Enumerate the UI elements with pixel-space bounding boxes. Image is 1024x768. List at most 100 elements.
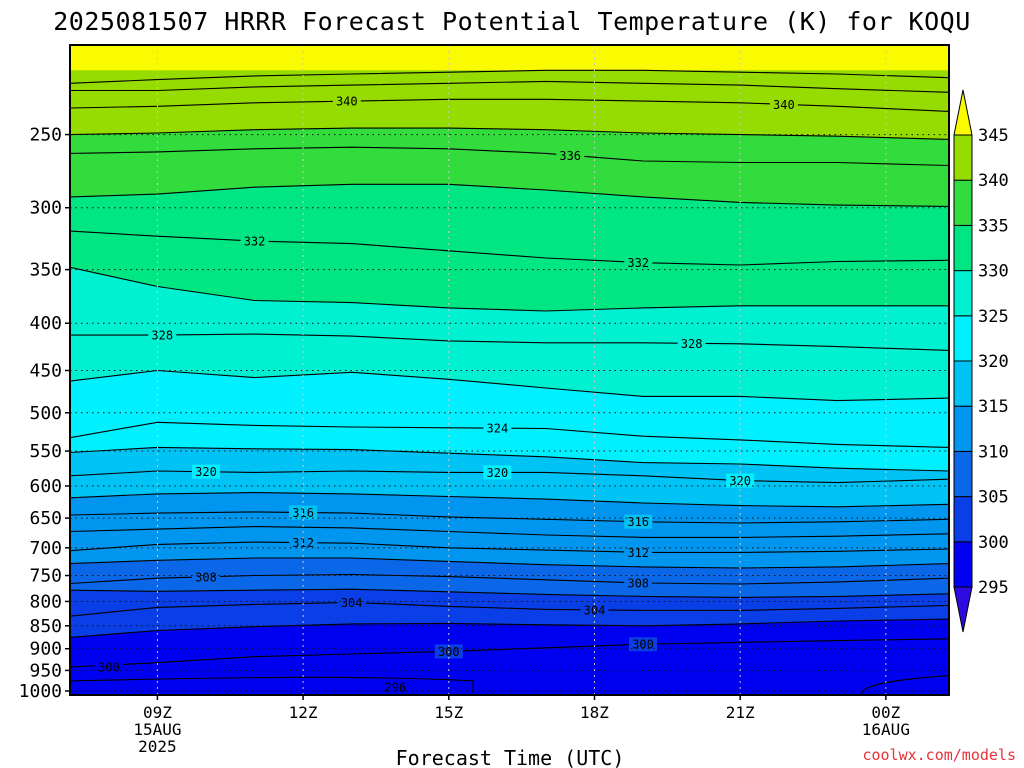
contour-label: 320 (195, 465, 217, 479)
contour-296-loop (70, 676, 474, 694)
x-tick-label: 15Z (434, 703, 463, 722)
x-tick-label: 2025 (138, 737, 177, 756)
contour-label-bg (483, 465, 512, 480)
colorbar-bottom-arrow (953, 586, 973, 633)
colorbar-segment (953, 450, 973, 498)
contour-label-bg (556, 148, 585, 163)
y-tick-label: 250 (29, 125, 62, 146)
contour-label-bg (94, 660, 123, 675)
contour-label-bg (624, 255, 653, 270)
contour-label: 312 (627, 546, 649, 560)
contour-326 (70, 369, 949, 402)
colorbar-label: 345 (978, 126, 1009, 146)
x-tick-label: 21Z (726, 703, 755, 722)
contour-label: 336 (559, 149, 581, 163)
x-tick-label: 18Z (580, 703, 609, 722)
contour-314 (70, 526, 949, 538)
contour-304 (70, 601, 949, 617)
contour-label: 328 (151, 329, 173, 343)
contour-label: 300 (98, 661, 120, 675)
contour-label-bg (677, 336, 706, 351)
plot-area: 340 340 336 332 332 328 328 324 320 320 320 316 316 3… (70, 45, 949, 695)
contour-306 (70, 588, 949, 598)
contour-label: 340 (336, 95, 358, 109)
contour-label-bg (148, 328, 177, 343)
contour-336 (70, 146, 949, 167)
contour-label: 308 (627, 576, 649, 590)
colorbar-segment (953, 270, 973, 317)
contour-316 (70, 511, 949, 524)
contour-label-bg (337, 595, 366, 610)
contour-label: 332 (627, 256, 649, 270)
contour-328 (70, 333, 949, 351)
credit-text: coolwx.com/models (862, 746, 1016, 764)
contour-label-bg (624, 575, 653, 590)
contour-label-bg (191, 569, 220, 584)
contour-338 (70, 127, 949, 140)
contour-label: 316 (627, 515, 649, 529)
contour-label: 316 (292, 506, 314, 520)
colorbar-segment (953, 405, 973, 452)
y-tick-label: 700 (29, 538, 62, 559)
temperature-fill-lowest (70, 655, 949, 695)
contour-label-bg (381, 679, 410, 694)
contour-label: 340 (773, 98, 795, 112)
y-tick-label: 550 (29, 441, 62, 462)
contour-label: 296 (385, 680, 407, 694)
colorbar-label: 335 (978, 216, 1009, 236)
plot-inner: 340 340 336 332 332 328 328 324 320 320 320 316 316 3… (70, 45, 949, 695)
contour-334 (70, 183, 949, 207)
axes: 2503003504004505005506006507007508008509… (19, 44, 950, 756)
contour-label: 300 (632, 638, 654, 652)
colorbar-segment (953, 315, 973, 362)
colorbar-label: 325 (978, 307, 1009, 327)
contour-344 (70, 69, 949, 84)
contour-label-bg (289, 535, 318, 550)
colorbar-segment (953, 496, 973, 543)
y-tick-label: 850 (29, 616, 62, 637)
y-tick-label: 600 (29, 476, 62, 497)
contour-label-bg (191, 464, 220, 479)
contour-296-right (861, 674, 949, 695)
contour-322 (70, 446, 949, 472)
colorbar-segment (953, 179, 973, 226)
contour-label: 332 (244, 235, 266, 249)
contour-label-bg (769, 97, 798, 112)
contour-342 (70, 80, 949, 93)
contour-label: 324 (487, 422, 509, 436)
contour-302 (70, 618, 949, 638)
contour-label: 328 (681, 337, 703, 351)
contour-label-bg (624, 545, 653, 560)
contour-label-bg (483, 421, 512, 436)
colorbar-segment (953, 224, 973, 272)
colorbar-label: 300 (978, 533, 1009, 553)
y-tick-label: 1000 (19, 681, 62, 702)
contour-label-bg (726, 473, 755, 488)
x-axis-label: Forecast Time (UTC) (396, 746, 625, 768)
contour-label: 320 (487, 466, 509, 480)
colorbar-segment (953, 541, 973, 588)
y-tick-label: 450 (29, 360, 62, 381)
colorbar-label: 295 (978, 578, 1009, 598)
y-tick-label: 300 (29, 198, 62, 219)
contour-330 (70, 266, 949, 312)
y-tick-label: 500 (29, 403, 62, 424)
colorbar-label: 305 (978, 488, 1009, 508)
colorbar-segment (953, 134, 973, 181)
contour-label-bg (240, 234, 269, 249)
chart-title: 2025081507 HRRR Forecast Potential Tempe… (53, 7, 971, 36)
contour-332 (70, 230, 949, 266)
contour-label-bg (289, 505, 318, 520)
x-tick-label: 09Z (143, 703, 172, 722)
y-tick-label: 400 (29, 313, 62, 334)
y-tick-label: 900 (29, 639, 62, 660)
x-tick-label: 12Z (289, 703, 318, 722)
colorbar-label: 315 (978, 397, 1009, 417)
y-tick-label: 950 (29, 660, 62, 681)
contour-label-bg (332, 94, 361, 109)
colorbar-label: 320 (978, 352, 1009, 372)
colorbar-label: 330 (978, 262, 1009, 282)
x-tick-label: 00Z (871, 703, 900, 722)
contour-label: 320 (729, 474, 751, 488)
